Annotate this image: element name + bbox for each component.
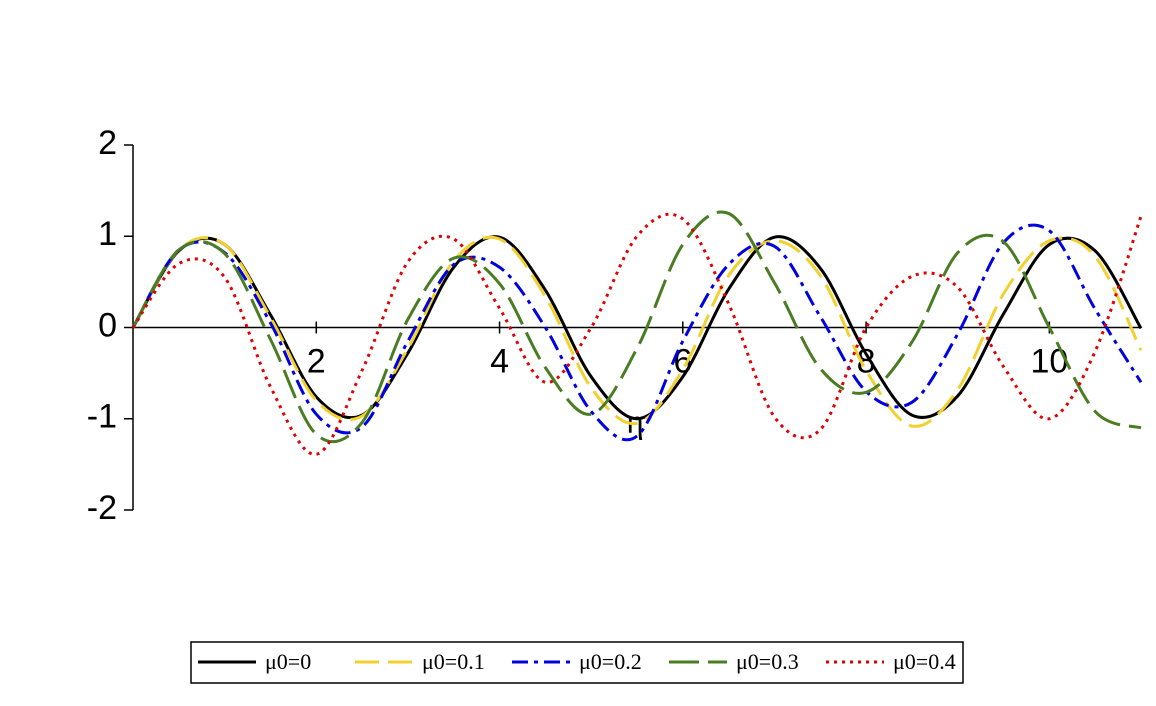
x-tick-label: 10 [1030,342,1068,380]
y-tick-label: -1 [87,398,117,436]
series-line [131,235,1143,428]
legend-label: μ0=0.3 [736,649,799,674]
x-tick-label: 4 [490,342,509,380]
legend-label: μ0=0.2 [579,649,642,674]
legend-label: μ0=0.4 [893,649,956,674]
x-tick-label: 8 [857,342,876,380]
y-tick-label: -2 [87,489,117,527]
y-tick-label: 1 [98,215,117,253]
x-tick-label: 2 [307,342,326,380]
y-tick-label: 0 [98,306,117,344]
series-line [131,223,1143,442]
legend-label: μ0=0 [265,649,311,674]
series-line [131,235,1143,421]
y-tick-label: 2 [98,124,117,162]
series-line [131,210,1142,444]
legend-label: μ0=0.1 [422,649,485,674]
